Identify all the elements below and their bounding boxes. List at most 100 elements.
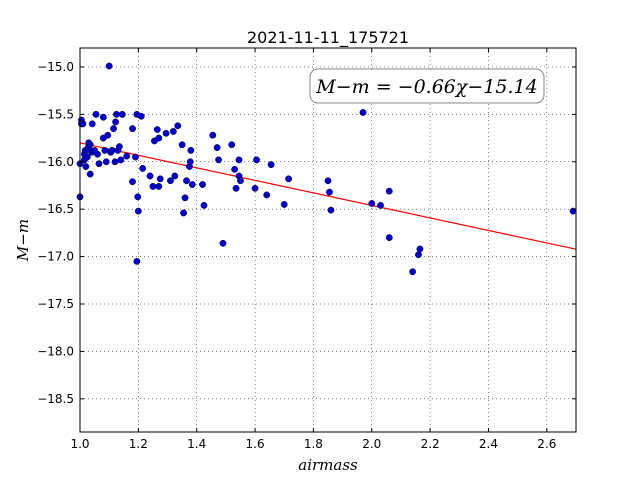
data-point: [115, 143, 123, 151]
data-point: [129, 178, 136, 186]
data-point: [139, 165, 147, 172]
x-tick-label: 1.0: [70, 437, 89, 451]
data-point: [86, 170, 94, 178]
y-tick-label: −15.0: [37, 60, 74, 74]
data-point: [86, 141, 94, 149]
data-point: [117, 156, 125, 164]
data-point: [132, 153, 139, 161]
data-point: [105, 62, 113, 70]
data-point: [235, 156, 243, 164]
data-point: [237, 177, 244, 185]
y-tick-label: −16.5: [37, 202, 74, 216]
data-point: [118, 110, 126, 118]
data-point: [133, 257, 141, 265]
data-point: [101, 146, 109, 154]
data-point: [232, 184, 240, 192]
data-point: [359, 109, 367, 116]
y-tick-label: −17.0: [37, 250, 74, 264]
data-point: [213, 144, 221, 151]
data-point: [263, 191, 271, 199]
data-point: [134, 193, 142, 201]
data-point: [171, 172, 179, 180]
annotation-box: [309, 68, 545, 104]
y-tick-label: −15.5: [37, 107, 74, 121]
y-axis-label: M−m: [14, 219, 32, 262]
data-point: [112, 118, 119, 126]
data-point: [104, 131, 112, 139]
data-point: [134, 207, 142, 215]
data-point: [324, 177, 332, 185]
data-point: [251, 184, 259, 192]
data-point: [385, 187, 393, 195]
data-point: [94, 150, 101, 158]
data-point: [146, 172, 154, 180]
data-point: [110, 125, 117, 132]
data-point: [162, 129, 170, 137]
x-tick-label: 1.6: [246, 437, 265, 451]
data-point: [285, 175, 293, 183]
data-point: [416, 245, 424, 253]
data-point: [79, 120, 87, 128]
data-point: [169, 128, 177, 135]
data-point: [280, 201, 288, 208]
data-point: [129, 125, 136, 132]
data-point: [137, 112, 145, 120]
x-axis-label: airmass: [298, 456, 358, 474]
x-tick-label: 2.2: [421, 437, 440, 451]
fit-line: [79, 142, 577, 250]
data-point: [88, 120, 96, 128]
data-point: [326, 188, 333, 196]
chart-title: 2021-11-11_175721: [247, 28, 409, 48]
data-point: [199, 181, 206, 188]
data-point: [188, 181, 196, 188]
data-point: [83, 153, 91, 161]
y-tick-label: −17.5: [37, 297, 74, 311]
y-tick-label: −16.0: [37, 155, 74, 169]
data-point: [111, 158, 119, 166]
data-point: [368, 200, 376, 207]
data-point: [180, 209, 187, 217]
data-point: [415, 251, 422, 259]
fit-layer: [79, 142, 577, 250]
y-tick-label: −18.5: [37, 392, 74, 406]
x-tick-label: 2.4: [479, 437, 498, 451]
fit-annotation: M−m = −0.66χ−15.14: [315, 76, 537, 98]
ticks: 1.0 1.2 1.4 1.6 1.8 2.0 2.2 2.4 2.6 −15.0 −15.5 −16…: [37, 48, 576, 451]
data-point: [99, 113, 107, 121]
data-point: [181, 194, 189, 202]
data-point: [200, 201, 208, 209]
data-point: [267, 161, 275, 169]
data-point: [123, 152, 131, 160]
data-point: [95, 160, 103, 168]
data-point: [385, 234, 393, 242]
x-tick-label: 1.4: [187, 437, 206, 451]
x-tick-label: 2.0: [362, 437, 381, 451]
data-point: [219, 239, 227, 247]
data-point: [167, 177, 174, 185]
data-point: [228, 141, 236, 149]
data-point: [327, 206, 335, 214]
data-point: [231, 165, 239, 173]
data-point: [92, 110, 100, 118]
data-point: [377, 201, 384, 209]
data-point: [153, 126, 161, 133]
plot-frame: [79, 47, 577, 433]
data-point: [156, 175, 164, 183]
data-point: [113, 110, 120, 118]
data-point: [155, 183, 163, 190]
y-tick-label: −18.0: [37, 344, 74, 358]
data-point: [149, 183, 157, 190]
data-point: [108, 146, 116, 154]
data-point: [155, 134, 163, 142]
x-tick-label: 1.8: [304, 437, 323, 451]
data-point: [215, 156, 222, 164]
data-point: [183, 177, 190, 185]
data-point: [186, 158, 194, 166]
x-tick-label: 1.2: [129, 437, 148, 451]
data-point: [187, 146, 195, 154]
data-point: [102, 158, 110, 166]
data-point: [409, 268, 417, 276]
data-point: [209, 131, 217, 139]
data-point: [174, 122, 182, 130]
